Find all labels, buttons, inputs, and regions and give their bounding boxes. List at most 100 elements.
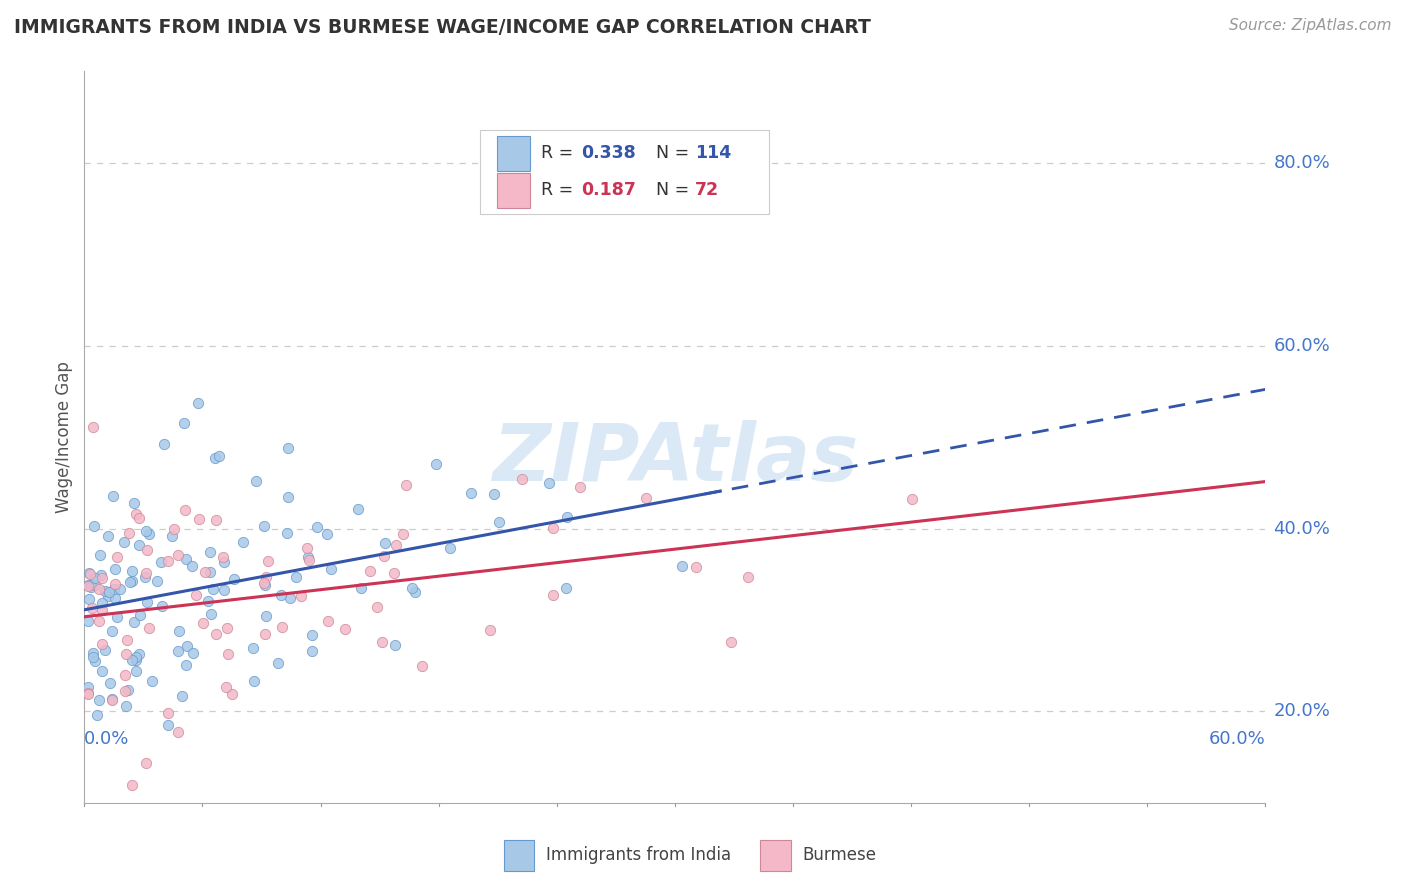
Point (478, 623, 501, 637)
Point (569, 480, 592, 494)
Point (79, 566, 101, 581)
Point (77, 687, 100, 701)
Point (114, 699, 136, 714)
Text: R =: R = (541, 181, 579, 200)
Point (278, 591, 301, 605)
Point (191, 615, 214, 630)
Text: IMMIGRANTS FROM INDIA VS BURMESE WAGE/INCOME GAP CORRELATION CHART: IMMIGRANTS FROM INDIA VS BURMESE WAGE/IN… (14, 18, 870, 37)
Point (188, 512, 211, 526)
Point (187, 396, 209, 410)
Point (411, 659, 433, 673)
Point (245, 474, 267, 488)
Point (94, 642, 117, 657)
Point (153, 437, 176, 451)
Point (366, 600, 388, 615)
Point (125, 507, 148, 521)
Point (208, 449, 231, 463)
Point (84, 577, 107, 591)
Point (221, 687, 243, 701)
Point (488, 515, 510, 529)
Point (150, 555, 173, 569)
Point (510, 472, 533, 486)
Point (541, 588, 564, 602)
Point (114, 668, 136, 682)
Point (222, 572, 245, 586)
Point (297, 541, 319, 556)
Point (80, 601, 103, 615)
Point (134, 570, 156, 584)
Point (297, 550, 319, 565)
Text: Burmese: Burmese (803, 847, 876, 864)
Point (101, 693, 124, 707)
Point (121, 574, 143, 589)
Point (104, 562, 127, 576)
Point (232, 535, 254, 549)
Point (205, 513, 228, 527)
Point (136, 543, 159, 558)
Point (359, 564, 381, 578)
Point (77, 579, 100, 593)
Point (198, 565, 221, 579)
Point (172, 689, 194, 703)
Point (77, 614, 100, 628)
Text: 80.0%: 80.0% (1274, 153, 1330, 172)
Point (112, 534, 135, 549)
Point (167, 624, 190, 638)
Point (319, 562, 342, 576)
Point (108, 582, 131, 596)
Point (254, 569, 277, 583)
Point (176, 639, 198, 653)
Point (97, 589, 120, 603)
Bar (759, 840, 790, 871)
Point (124, 615, 146, 630)
Point (157, 554, 180, 568)
Point (554, 582, 576, 596)
Point (204, 450, 226, 465)
Point (157, 706, 180, 720)
Point (267, 656, 290, 670)
Point (128, 647, 150, 661)
Point (285, 569, 308, 583)
Point (118, 526, 141, 541)
Point (685, 560, 707, 574)
Point (80, 581, 103, 595)
Point (194, 565, 217, 579)
Point (77, 681, 100, 695)
Point (86, 707, 108, 722)
Point (215, 621, 238, 635)
Point (150, 599, 173, 613)
Point (347, 502, 370, 516)
Point (439, 541, 461, 555)
Point (256, 554, 278, 568)
Point (370, 634, 392, 648)
Point (87, 582, 110, 597)
Point (125, 652, 148, 666)
Point (90, 568, 112, 582)
Text: 114: 114 (695, 145, 731, 162)
Point (135, 756, 157, 770)
Point (91, 603, 114, 617)
Point (382, 566, 405, 580)
Point (97, 529, 120, 543)
Point (198, 545, 221, 559)
Bar (496, 136, 530, 171)
Point (374, 535, 396, 549)
Point (720, 634, 742, 648)
Point (114, 684, 136, 698)
Text: Source: ZipAtlas.com: Source: ZipAtlas.com (1229, 18, 1392, 33)
Point (202, 582, 225, 597)
Point (91, 665, 114, 679)
Point (537, 475, 560, 490)
Point (350, 581, 373, 595)
Point (253, 578, 276, 592)
Point (392, 526, 415, 541)
Point (425, 458, 447, 472)
Point (87, 693, 110, 707)
Text: 20.0%: 20.0% (1274, 702, 1330, 721)
Point (254, 627, 277, 641)
Point (90, 637, 112, 651)
Point (135, 566, 157, 580)
Point (89, 548, 111, 562)
Point (212, 555, 235, 569)
Text: Immigrants from India: Immigrants from India (546, 847, 731, 864)
